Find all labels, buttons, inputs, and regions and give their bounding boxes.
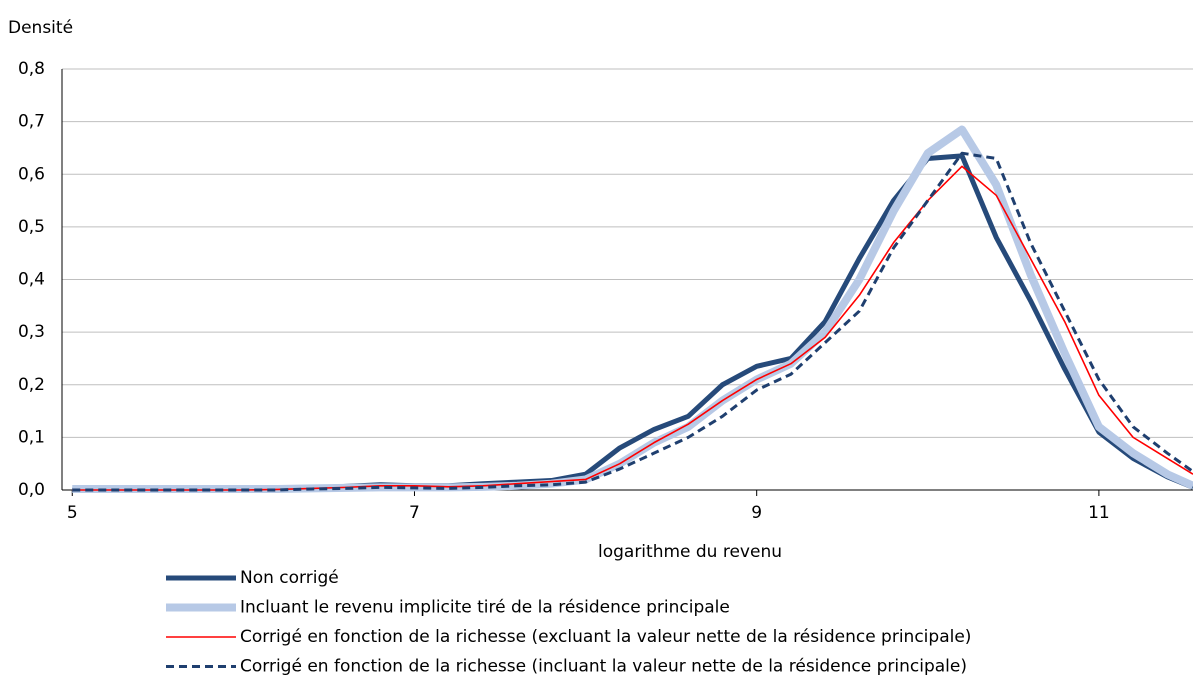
series-line bbox=[72, 153, 1193, 493]
x-tick-label: 9 bbox=[751, 503, 762, 523]
y-tick-label: 0,6 bbox=[18, 164, 45, 184]
x-tick-label: 7 bbox=[409, 503, 420, 523]
x-tick-label: 11 bbox=[1088, 503, 1110, 523]
series-line bbox=[72, 125, 1193, 493]
y-axis-title: Densité bbox=[8, 18, 73, 38]
x-tick-label: 5 bbox=[67, 503, 78, 523]
legend-label: Corrigé en fonction de la richesse (incl… bbox=[240, 657, 967, 677]
legend-label: Incluant le revenu implicite tiré de la … bbox=[240, 598, 730, 618]
x-axis-title: logarithme du revenu bbox=[598, 542, 782, 562]
y-tick-label: 0,0 bbox=[18, 480, 45, 500]
y-tick-label: 0,8 bbox=[18, 59, 45, 79]
legend-label: Corrigé en fonction de la richesse (excl… bbox=[240, 627, 971, 647]
y-tick-label: 0,5 bbox=[18, 217, 45, 237]
y-tick-label: 0,2 bbox=[18, 375, 45, 395]
y-tick-label: 0,1 bbox=[18, 427, 45, 447]
series-line bbox=[72, 151, 1193, 492]
legend-label: Non corrigé bbox=[240, 568, 339, 588]
y-tick-label: 0,4 bbox=[18, 270, 45, 290]
y-tick-label: 0,3 bbox=[18, 322, 45, 342]
y-tick-label: 0,7 bbox=[18, 112, 45, 132]
